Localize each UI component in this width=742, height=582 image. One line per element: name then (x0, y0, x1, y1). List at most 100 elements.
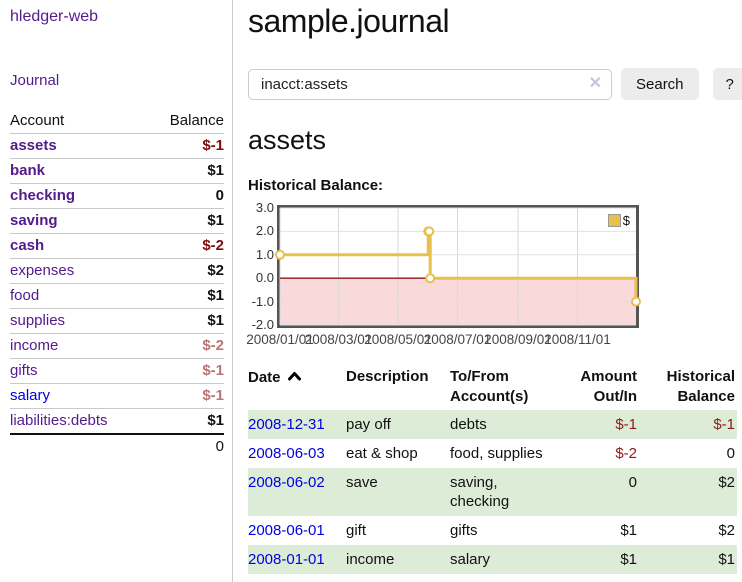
register-header-date-label: Date (248, 369, 281, 386)
y-axis-tick: -1.0 (251, 293, 274, 309)
sidebar: hledger-web Journal Account Balance asse… (0, 0, 233, 582)
search-input[interactable] (248, 68, 612, 100)
x-axis-tick: 2008/01/01 (246, 332, 314, 347)
y-axis-tick: 0.0 (255, 270, 274, 286)
y-axis-tick: 2.0 (255, 223, 274, 239)
register-row: 2008-01-01 income salary $1 $1 (248, 545, 737, 574)
register-description: save (346, 468, 450, 516)
account-row: assets $-1 (10, 133, 224, 159)
register-accounts: debts (450, 410, 554, 439)
register-date-link[interactable]: 2008-06-02 (248, 474, 325, 491)
register-header-date[interactable]: Date (248, 365, 346, 410)
account-link-supplies[interactable]: supplies (10, 312, 66, 329)
register-balance: $1 (639, 545, 737, 574)
balance-chart-svg (275, 207, 641, 326)
account-link-gifts[interactable]: gifts (10, 362, 38, 379)
y-axis-tick: 1.0 (255, 246, 274, 262)
sidebar-item-journal[interactable]: Journal (10, 72, 60, 89)
register-description: eat & shop (346, 445, 418, 462)
account-balance: $-1 (147, 133, 224, 159)
register-balance: $2 (639, 468, 737, 516)
register-amount: $1 (620, 522, 637, 539)
chart-plot-area: $ (275, 205, 641, 328)
account-link-liabilities-debts[interactable]: liabilities:debts (10, 412, 108, 429)
account-row: income $-2 (10, 333, 224, 359)
accounts-table-header-row: Account Balance (10, 110, 224, 134)
account-row: expenses $2 (10, 258, 224, 284)
x-axis-tick: 2008/07/01 (423, 332, 492, 347)
main-content: sample.journal ✕ Search ? assets Histori… (233, 0, 742, 582)
x-axis-tick: 2008/03/01 (304, 332, 373, 347)
account-link-assets[interactable]: assets (10, 137, 57, 154)
register-description: pay off (346, 410, 450, 439)
account-row: salary $-1 (10, 383, 224, 409)
register-balance: 0 (726, 445, 735, 462)
accounts-total-value: 0 (10, 433, 224, 459)
accounts-total-row: 0 (10, 433, 224, 459)
register-header-amount: Amount Out/In (580, 368, 637, 405)
register-balance: $-1 (639, 410, 737, 439)
register-date-link[interactable]: 2008-01-01 (248, 551, 325, 568)
register-description: income (346, 545, 450, 574)
register-row: 2008-06-02 save saving, checking 0 $2 (248, 468, 737, 516)
register-accounts: saving, checking (450, 468, 554, 516)
register-table: Date Description To/From Account(s) Amou… (248, 365, 737, 574)
search-bar: ✕ Search ? (248, 68, 742, 100)
series-swatch-icon (607, 214, 621, 227)
account-link-expenses[interactable]: expenses (10, 262, 75, 279)
x-axis-tick: 2008/11/01 (544, 332, 611, 347)
account-balance: $-1 (147, 383, 224, 409)
account-link-saving[interactable]: saving (10, 212, 58, 229)
search-button[interactable]: Search (621, 68, 699, 100)
register-accounts: salary (450, 545, 554, 574)
account-row: cash $-2 (10, 233, 224, 259)
register-amount: 0 (554, 468, 639, 516)
account-balance: $-1 (147, 358, 224, 384)
account-link-income[interactable]: income (10, 337, 59, 354)
account-link-salary[interactable]: salary (10, 387, 51, 404)
account-heading: assets (248, 125, 327, 155)
register-header-row: Date Description To/From Account(s) Amou… (248, 365, 737, 410)
register-amount: $1 (554, 545, 639, 574)
chart-legend: $ (606, 213, 631, 228)
account-balance: $-2 (147, 333, 224, 359)
account-link-checking[interactable]: checking (10, 187, 76, 204)
account-row: checking 0 (10, 183, 224, 209)
account-balance: $-2 (147, 233, 224, 259)
account-row: liabilities:debts $1 (10, 408, 224, 434)
register-amount: $-1 (554, 410, 639, 439)
account-row: gifts $-1 (10, 358, 224, 384)
account-balance: $1 (147, 408, 224, 434)
account-link-food[interactable]: food (10, 287, 40, 304)
clear-search-icon[interactable]: ✕ (588, 75, 602, 92)
account-row: bank $1 (10, 158, 224, 184)
account-link-cash[interactable]: cash (10, 237, 45, 254)
register-row: 2008-06-03 eat & shop food, supplies $-2 0 (248, 439, 737, 468)
sort-ascending-icon (287, 367, 302, 387)
account-row: saving $1 (10, 208, 224, 234)
register-description: gift (346, 522, 367, 539)
account-link-bank[interactable]: bank (10, 162, 46, 179)
account-row: food $1 (10, 283, 224, 309)
balance-chart: $ 3.0 2.0 1.0 0.0 -1.0 -2.0 2008/01/01 2008/03/… (246, 200, 641, 349)
register-date-link[interactable]: 2008-06-01 (248, 522, 325, 539)
register-header-accounts: To/From Account(s) (450, 368, 529, 405)
page-title: sample.journal (248, 3, 450, 39)
help-button[interactable]: ? (712, 68, 742, 100)
register-date-link[interactable]: 2008-06-03 (248, 445, 325, 462)
register-row: 2008-06-01 gift gifts $1 $2 (248, 516, 737, 545)
register-date-link[interactable]: 2008-12-31 (248, 416, 325, 433)
search-box: ✕ (248, 68, 612, 100)
x-axis-tick: 2008/05/01 (364, 332, 432, 347)
accounts-header-account: Account (10, 112, 65, 129)
register-accounts: food, supplies (450, 445, 543, 462)
series-label: $ (622, 213, 630, 228)
register-accounts: gifts (450, 522, 478, 539)
x-axis-tick: 2008/09/01 (484, 332, 552, 347)
register-row: 2008-12-31 pay off debts $-1 $-1 (248, 410, 737, 439)
account-balance: $2 (147, 258, 224, 284)
register-amount: $-2 (615, 445, 637, 462)
y-axis-tick: 3.0 (255, 200, 274, 215)
app-title-link[interactable]: hledger-web (10, 8, 99, 25)
